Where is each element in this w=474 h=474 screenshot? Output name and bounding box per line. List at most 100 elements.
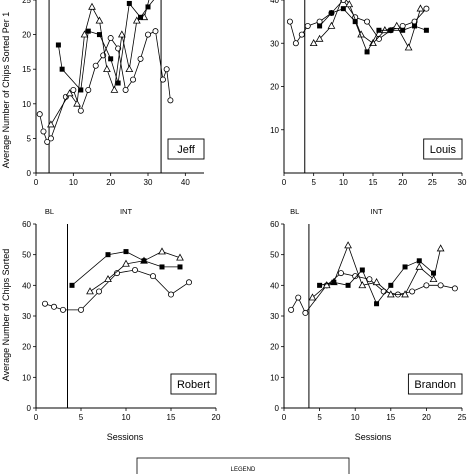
data-point-square — [416, 258, 422, 264]
y-tick-label: 25 — [22, 0, 31, 5]
data-point-circle — [107, 35, 114, 42]
data-point-triangle — [122, 259, 130, 267]
data-point-triangle — [104, 274, 112, 283]
panel-louis: 0 5 10 15 20 25 30 10 20 30 40 Louis — [270, 0, 467, 187]
data-point-triangle — [309, 39, 318, 47]
y-tick-label: 0 — [27, 169, 32, 178]
data-point-square — [59, 66, 65, 72]
y-tick-label: 20 — [270, 83, 279, 92]
data-point-circle — [423, 282, 430, 289]
y-tick-label: 20 — [22, 343, 31, 352]
data-point-circle — [304, 22, 311, 29]
data-point-triangle — [358, 281, 367, 289]
data-point-circle — [114, 270, 121, 277]
participant-name-box — [423, 138, 463, 160]
y-tick-label: 10 — [270, 126, 279, 135]
data-point-triangle — [158, 247, 166, 255]
x-tick-label: 20 — [212, 413, 221, 422]
data-point-circle — [399, 22, 406, 29]
x-tick-label: 15 — [167, 413, 176, 422]
y-tick-label: 30 — [270, 312, 279, 321]
data-point-triangle — [86, 287, 94, 295]
data-point-square — [352, 19, 358, 25]
x-tick-label: 30 — [144, 178, 153, 187]
y-tick-label: 40 — [270, 0, 279, 5]
data-point-circle — [163, 66, 170, 73]
data-point-triangle — [416, 4, 425, 12]
data-point-circle — [366, 276, 373, 283]
data-point-square — [138, 14, 144, 20]
y-tick-label: 10 — [270, 373, 279, 382]
data-point-circle — [409, 288, 416, 295]
data-point-square — [331, 279, 337, 285]
series-line-circle — [290, 272, 455, 314]
x-tick-label: 0 — [34, 413, 39, 422]
data-point-circle — [51, 303, 58, 310]
x-tick-label: 15 — [369, 178, 378, 187]
data-point-square — [388, 282, 394, 288]
y-tick-label: 10 — [22, 100, 31, 109]
data-point-circle — [77, 107, 84, 114]
data-point-square — [317, 23, 323, 29]
y-tick-label: 30 — [270, 39, 279, 48]
data-point-square — [340, 6, 346, 12]
phase-label: INT — [371, 207, 384, 216]
data-series-group — [42, 247, 192, 313]
y-tick-label: 0 — [27, 404, 32, 413]
data-point-square — [374, 301, 380, 307]
data-point-triangle — [404, 43, 413, 51]
panel-jeff: 0 10 20 30 40 0 5 10 15 20 25 Jeff — [22, 0, 205, 187]
data-series-group — [286, 0, 430, 55]
data-point-square — [55, 42, 61, 48]
data-point-square — [328, 10, 334, 16]
participant-name: Jeff — [177, 144, 195, 156]
data-point-triangle — [125, 64, 134, 72]
data-point-square — [96, 32, 102, 38]
x-tick-label: 5 — [79, 413, 84, 422]
y-tick-label: 0 — [275, 404, 280, 413]
x-tick-label: 15 — [386, 413, 395, 422]
y-tick-label: 30 — [22, 312, 31, 321]
data-point-circle — [40, 128, 47, 135]
data-point-square — [177, 264, 183, 270]
data-point-triangle — [95, 16, 104, 24]
data-point-circle — [337, 270, 344, 277]
data-point-square — [145, 4, 151, 10]
legend-text: LEGEND — [231, 467, 256, 473]
data-point-triangle — [322, 281, 331, 289]
legend-box — [136, 457, 350, 474]
data-point-square — [359, 267, 365, 273]
data-point-triangle — [345, 0, 354, 8]
x-tick-label: 40 — [181, 178, 190, 187]
data-point-triangle — [372, 278, 381, 286]
data-point-circle — [437, 282, 444, 289]
data-point-triangle — [429, 274, 438, 283]
data-point-square — [108, 56, 114, 62]
data-point-square — [423, 27, 429, 33]
data-point-circle — [292, 40, 299, 47]
participant-name: Louis — [430, 144, 457, 156]
data-point-square — [69, 282, 75, 288]
data-point-triangle — [327, 21, 336, 29]
x-tick-label: 20 — [106, 178, 115, 187]
x-tick-label: 5 — [311, 178, 316, 187]
data-point-circle — [60, 306, 67, 313]
data-point-circle — [130, 76, 137, 83]
y-tick-label: 60 — [22, 220, 31, 229]
data-point-square — [78, 87, 84, 93]
data-point-triangle — [315, 34, 324, 42]
data-point-triangle — [117, 30, 126, 38]
data-point-circle — [70, 86, 77, 93]
data-point-circle — [298, 31, 305, 38]
y-tick-label: 50 — [22, 251, 31, 260]
data-point-circle — [286, 18, 293, 25]
data-point-circle — [451, 285, 458, 292]
y-axis-label-top: Average Number of Chips Sorted Per 1 — [1, 12, 11, 168]
data-point-square — [126, 0, 132, 6]
data-point-square — [85, 28, 91, 34]
data-point-circle — [47, 135, 54, 142]
data-point-circle — [115, 45, 122, 52]
x-tick-label: 5 — [317, 413, 322, 422]
y-tick-label: 50 — [270, 251, 279, 260]
data-point-circle — [167, 97, 174, 104]
